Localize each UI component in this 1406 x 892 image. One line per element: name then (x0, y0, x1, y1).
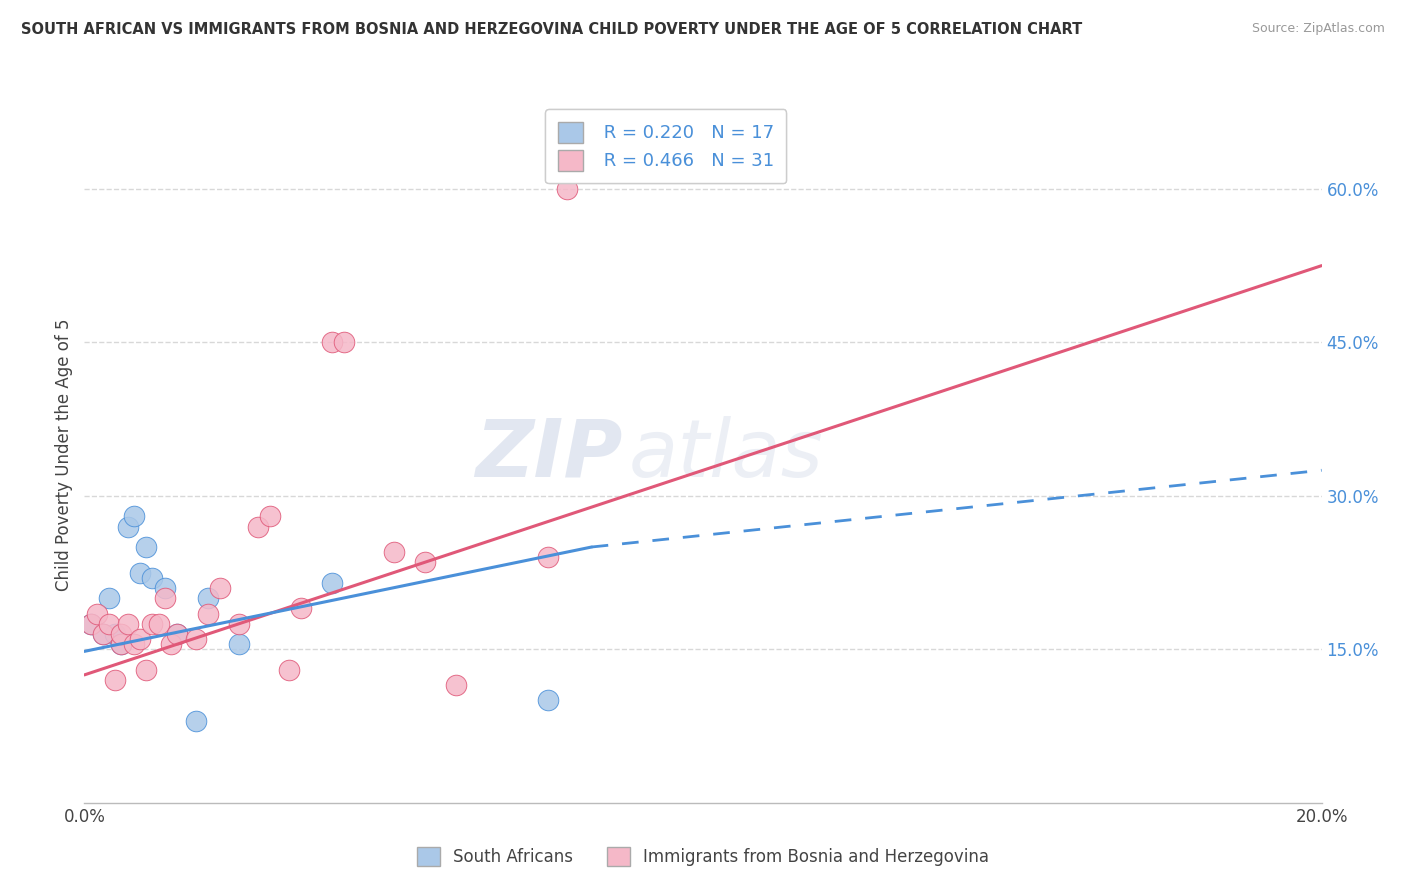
Point (98, 591, 121, 606)
Point (321, 335, 343, 350)
Point (91, 627, 114, 641)
Point (290, 601, 312, 615)
Point (413, 555, 436, 569)
Point (110, 637, 132, 651)
Point (246, 519, 269, 533)
Point (228, 637, 250, 651)
Text: Source: ZipAtlas.com: Source: ZipAtlas.com (1251, 22, 1385, 36)
Text: SOUTH AFRICAN VS IMMIGRANTS FROM BOSNIA AND HERZEGOVINA CHILD POVERTY UNDER THE : SOUTH AFRICAN VS IMMIGRANTS FROM BOSNIA … (21, 22, 1083, 37)
Y-axis label: Child Poverty Under the Age of 5: Child Poverty Under the Age of 5 (55, 318, 73, 591)
Point (166, 627, 188, 641)
Point (277, 663, 299, 677)
Point (197, 591, 219, 606)
Point (110, 627, 132, 641)
Point (444, 678, 467, 692)
Point (122, 509, 145, 524)
Point (79, 616, 101, 631)
Point (184, 714, 207, 728)
Text: atlas: atlas (628, 416, 824, 494)
Point (537, 550, 560, 565)
Point (153, 581, 176, 595)
Point (104, 673, 127, 687)
Text: ZIP: ZIP (475, 416, 623, 494)
Point (104, 627, 127, 641)
Point (98, 616, 121, 631)
Point (184, 632, 207, 646)
Point (555, 182, 578, 196)
Point (135, 663, 157, 677)
Legend: South Africans, Immigrants from Bosnia and Herzegovina: South Africans, Immigrants from Bosnia a… (408, 838, 998, 875)
Point (141, 571, 163, 585)
Point (141, 616, 163, 631)
Point (117, 519, 139, 533)
Point (160, 637, 183, 651)
Point (321, 575, 343, 590)
Point (382, 545, 405, 559)
Point (228, 616, 250, 631)
Point (117, 616, 139, 631)
Point (129, 632, 152, 646)
Point (79, 616, 101, 631)
Point (153, 591, 176, 606)
Point (197, 607, 219, 621)
Point (86, 607, 108, 621)
Point (166, 627, 188, 641)
Point (129, 566, 152, 580)
Point (209, 581, 232, 595)
Legend:  R = 0.220   N = 17,  R = 0.466   N = 31: R = 0.220 N = 17, R = 0.466 N = 31 (546, 109, 786, 184)
Point (148, 616, 170, 631)
Point (110, 637, 132, 651)
Point (91, 627, 114, 641)
Point (259, 509, 281, 524)
Point (333, 335, 356, 350)
Point (122, 637, 145, 651)
Point (135, 540, 157, 554)
Point (537, 693, 560, 707)
